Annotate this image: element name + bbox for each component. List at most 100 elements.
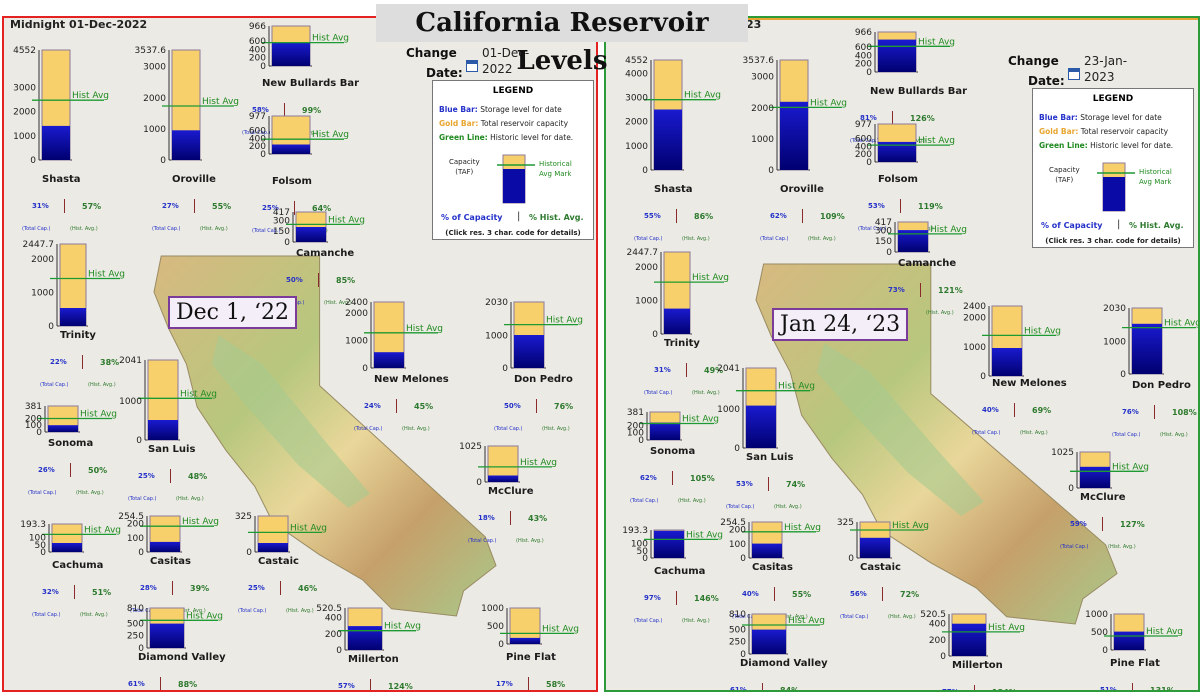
total-cap-footnote: (Total Cap.)	[634, 618, 663, 624]
reservoir-name[interactable]: Sonoma	[650, 446, 696, 457]
legend-capacity: Capacity	[449, 158, 480, 166]
legend-capacity-label: Capacity (TAF)	[449, 157, 480, 177]
pct-hist-avg: 58%	[546, 680, 566, 689]
pct-hist-avg: 50%	[88, 466, 108, 475]
pct-hist-avg: 105%	[690, 474, 715, 483]
date-badge: Dec 1, ‘22	[168, 296, 297, 329]
legend-hist-mark-2: Avg Mark	[539, 170, 572, 178]
pct-hist-avg: 127%	[1120, 520, 1145, 529]
reservoir-name[interactable]: Pine Flat	[1110, 658, 1160, 669]
pct-capacity: 17%	[496, 680, 513, 688]
pct-hist-avg: 88%	[178, 680, 198, 689]
reservoir-name[interactable]: McClure	[488, 486, 534, 497]
legend-line: Blue Bar: Storage level for date	[1039, 113, 1162, 122]
reservoir-name[interactable]: Castaic	[258, 556, 299, 567]
legend-pct-capacity: % of Capacity	[441, 213, 503, 222]
reservoir-name[interactable]: Castaic	[860, 562, 901, 573]
reservoir-name[interactable]: San Luis	[148, 444, 196, 455]
change-date-label-2: Date:	[1028, 74, 1065, 88]
pct-capacity: 40%	[982, 406, 999, 414]
reservoir-name[interactable]: Sonoma	[48, 438, 94, 449]
reservoir-name[interactable]: Trinity	[664, 338, 700, 349]
reservoir-name[interactable]: Oroville	[780, 184, 824, 195]
legend-key: Green Line:	[439, 133, 488, 142]
legend-click-hint: (Click res. 3 char. code for details)	[1045, 237, 1181, 245]
reservoir-name[interactable]: Pine Flat	[506, 652, 556, 663]
total-cap-footnote: (Total Cap.)	[238, 608, 267, 614]
total-cap-footnote: (Total Cap.)	[840, 614, 869, 620]
pct-hist-avg: 55%	[792, 590, 812, 599]
pct-separator	[82, 355, 83, 369]
total-cap-footnote: (Total Cap.)	[22, 226, 51, 232]
date-badge: Jan 24, ‘23	[772, 308, 909, 341]
reservoir-name[interactable]: San Luis	[746, 452, 794, 463]
hist-avg-footnote: (Hist. Avg.)	[200, 226, 228, 232]
date-value[interactable]: 23-Jan-	[1084, 54, 1128, 68]
reservoir-name[interactable]: Casitas	[150, 556, 191, 567]
pct-hist-avg: 72%	[900, 590, 920, 599]
pct-hist-avg: 109%	[820, 212, 845, 221]
legend-capacity: Capacity	[1049, 166, 1080, 174]
hist-avg-footnote: (Hist. Avg.)	[80, 612, 108, 618]
reservoir-name[interactable]: Cachuma	[654, 566, 706, 577]
date-value[interactable]: 01-Dec-	[482, 46, 530, 60]
reservoir-name[interactable]: Shasta	[42, 174, 81, 185]
legend-key: Green Line:	[1039, 141, 1088, 150]
pct-capacity: 97%	[644, 594, 661, 602]
pct-capacity: 31%	[32, 202, 49, 210]
pct-hist-avg: 55%	[212, 202, 232, 211]
legend-desc: Historic level for date.	[487, 133, 574, 142]
calendar-icon[interactable]	[1068, 68, 1080, 80]
legend-hist-mark-1: Historical	[539, 160, 572, 168]
legend-hist-mark-2: Avg Mark	[1139, 178, 1172, 186]
reservoir-name[interactable]: New Melones	[992, 378, 1067, 389]
total-cap-footnote: (Total Cap.)	[128, 496, 157, 502]
pct-separator	[510, 511, 511, 525]
reservoir-name[interactable]: Millerton	[952, 660, 1003, 671]
total-cap-footnote: (Total Cap.)	[152, 226, 181, 232]
reservoir-name[interactable]: Folsom	[272, 176, 312, 187]
reservoir-name[interactable]: Camanche	[898, 258, 957, 269]
total-cap-footnote: (Total Cap.)	[468, 538, 497, 544]
hist-avg-footnote: (Hist. Avg.)	[682, 236, 710, 242]
reservoir-name[interactable]: Folsom	[878, 174, 918, 185]
pct-separator	[892, 111, 893, 125]
hist-avg-footnote: (Hist. Avg.)	[1160, 432, 1188, 438]
reservoir-name[interactable]: Trinity	[60, 330, 96, 341]
pct-hist-avg: 57%	[82, 202, 102, 211]
pct-separator	[1132, 683, 1133, 690]
legend-title: LEGEND	[492, 86, 534, 96]
pct-separator	[528, 677, 529, 690]
reservoir-name[interactable]: Don Pedro	[514, 374, 573, 385]
pct-capacity: 61%	[128, 680, 145, 688]
pct-hist-avg: 134%	[992, 688, 1017, 690]
pct-separator	[882, 587, 883, 601]
total-cap-footnote: (Total Cap.)	[130, 608, 159, 614]
reservoir-name[interactable]: Cachuma	[52, 560, 104, 571]
reservoir-name[interactable]: Diamond Valley	[138, 652, 226, 663]
reservoir-name[interactable]: Don Pedro	[1132, 380, 1191, 391]
pct-capacity: 25%	[248, 584, 265, 592]
calendar-icon[interactable]	[466, 60, 478, 72]
legend-separator: |	[517, 211, 521, 222]
pct-hist-avg: 43%	[528, 514, 548, 523]
pct-separator	[70, 463, 71, 477]
pct-separator	[536, 399, 537, 413]
reservoir-name[interactable]: New Bullards Bar	[262, 78, 360, 89]
legend-mini-chart	[497, 154, 535, 204]
reservoir-name[interactable]: New Melones	[374, 374, 449, 385]
central-valley	[211, 335, 370, 508]
reservoir-name[interactable]: Shasta	[654, 184, 693, 195]
reservoir-name[interactable]: Oroville	[172, 174, 216, 185]
header-timestamp: Midnight 01-Dec-2022	[10, 18, 148, 31]
reservoir-name[interactable]: McClure	[1080, 492, 1126, 503]
header-timestamp: 23	[746, 18, 762, 31]
reservoir-name[interactable]: Diamond Valley	[740, 658, 828, 669]
reservoir-name[interactable]: Millerton	[348, 654, 399, 665]
reservoir-name[interactable]: Casitas	[752, 562, 793, 573]
legend-separator: |	[1117, 219, 1121, 230]
reservoir-name[interactable]: New Bullards Bar	[870, 86, 968, 97]
pct-hist-avg: 38%	[100, 358, 120, 367]
reservoir-name[interactable]: Camanche	[296, 248, 355, 259]
pct-hist-avg: 146%	[694, 594, 719, 603]
